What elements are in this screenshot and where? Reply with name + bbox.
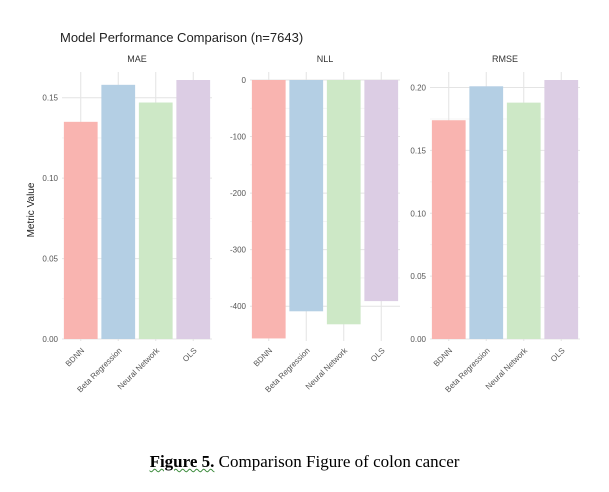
y-tick-label: 0 — [242, 76, 247, 85]
figure-caption: Figure 5. Comparison Figure of colon can… — [0, 452, 609, 472]
y-tick-label: 0.00 — [42, 335, 58, 344]
bar-nll-beta-regression — [289, 80, 324, 312]
bar-nll-ols — [364, 80, 399, 302]
chart-title: Model Performance Comparison (n=7643) — [60, 30, 303, 45]
bar-mae-ols — [176, 80, 211, 339]
facet-strip-label: MAE — [127, 54, 147, 64]
bar-nll-bdnn — [251, 80, 286, 339]
bar-mae-beta-regression — [101, 84, 136, 340]
y-tick-label: 0.20 — [410, 84, 426, 93]
y-tick-label: 0.10 — [410, 209, 426, 218]
bar-nll-neural-network — [326, 80, 361, 325]
x-tick-label: OLS — [181, 346, 199, 364]
y-tick-label: 0.15 — [42, 94, 58, 103]
y-tick-label: -100 — [230, 133, 247, 142]
bar-rmse-neural-network — [506, 102, 541, 339]
y-tick-label: 0.00 — [410, 335, 426, 344]
caption-lead: Figure 5. — [149, 452, 215, 471]
x-tick-label: BDNN — [252, 346, 275, 369]
y-tick-label: 0.15 — [410, 146, 426, 155]
y-tick-label: -400 — [230, 302, 247, 311]
y-tick-label: 0.10 — [42, 174, 58, 183]
x-tick-label: OLS — [369, 346, 387, 364]
bar-mae-neural-network — [138, 102, 173, 340]
bar-rmse-beta-regression — [469, 86, 504, 339]
bar-mae-bdnn — [63, 121, 98, 340]
facet-strip-label: NLL — [317, 54, 334, 64]
x-tick-label: BDNN — [432, 346, 455, 369]
y-tick-label: 0.05 — [42, 255, 58, 264]
bar-rmse-bdnn — [431, 120, 466, 340]
x-tick-label: OLS — [549, 346, 567, 364]
y-tick-label: 0.05 — [410, 272, 426, 281]
bar-rmse-ols — [544, 80, 579, 339]
y-axis-label: Metric Value — [26, 182, 37, 237]
facet-strip-label: RMSE — [492, 54, 518, 64]
y-tick-label: -300 — [230, 246, 247, 255]
y-tick-label: -200 — [230, 189, 247, 198]
caption-text: Comparison Figure of colon cancer — [214, 452, 460, 471]
x-tick-label: BDNN — [64, 346, 87, 369]
